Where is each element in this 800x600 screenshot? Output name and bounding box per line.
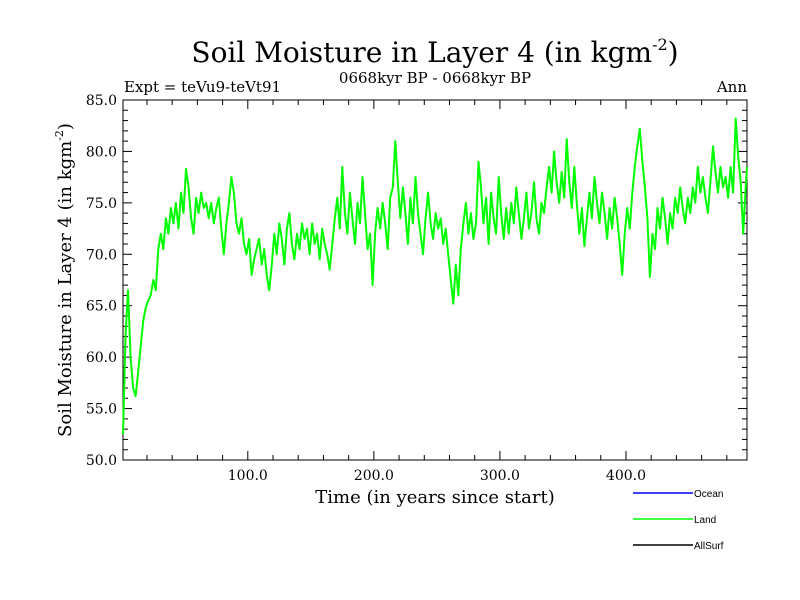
series-group [122,117,748,435]
legend-label-allsurf: AllSurf [694,541,724,552]
x-tick-label: 300.0 [480,468,520,484]
y-axis-ticks: 50.0 55.0 60.0 65.0 70.0 75.0 80.0 85.0 [86,93,747,469]
y-tick-label: 80.0 [86,144,117,160]
legend-label-ocean: Ocean [694,489,723,500]
x-tick-label: 200.0 [354,468,394,484]
y-tick-label: 50.0 [86,453,117,469]
series-line-land [122,117,748,435]
y-tick-label: 75.0 [86,196,117,212]
y-tick-label: 55.0 [86,402,117,418]
y-tick-label: 60.0 [86,350,117,366]
y-axis-label: Soil Moisture in Layer 4 (in kgm-2) [53,123,76,437]
chart-title: Soil Moisture in Layer 4 (in kgm-2) [191,35,678,69]
plot-frame [122,99,748,461]
x-tick-label: 100.0 [228,468,268,484]
legend: Ocean Land AllSurf [633,489,724,552]
x-axis-label: Time (in years since start) [315,487,555,508]
legend-label-land: Land [694,515,716,526]
x-axis-ticks: 100.0 200.0 300.0 400.0 [146,100,728,484]
y-tick-label: 65.0 [86,299,117,315]
y-tick-label: 85.0 [86,93,117,109]
x-tick-label: 400.0 [606,468,646,484]
y-tick-label: 70.0 [86,247,117,263]
experiment-label: Expt = teVu9-teVt91 [124,78,281,96]
season-label: Ann [716,78,747,96]
chart-subtitle: 0668kyr BP - 0668kyr BP [339,69,531,87]
